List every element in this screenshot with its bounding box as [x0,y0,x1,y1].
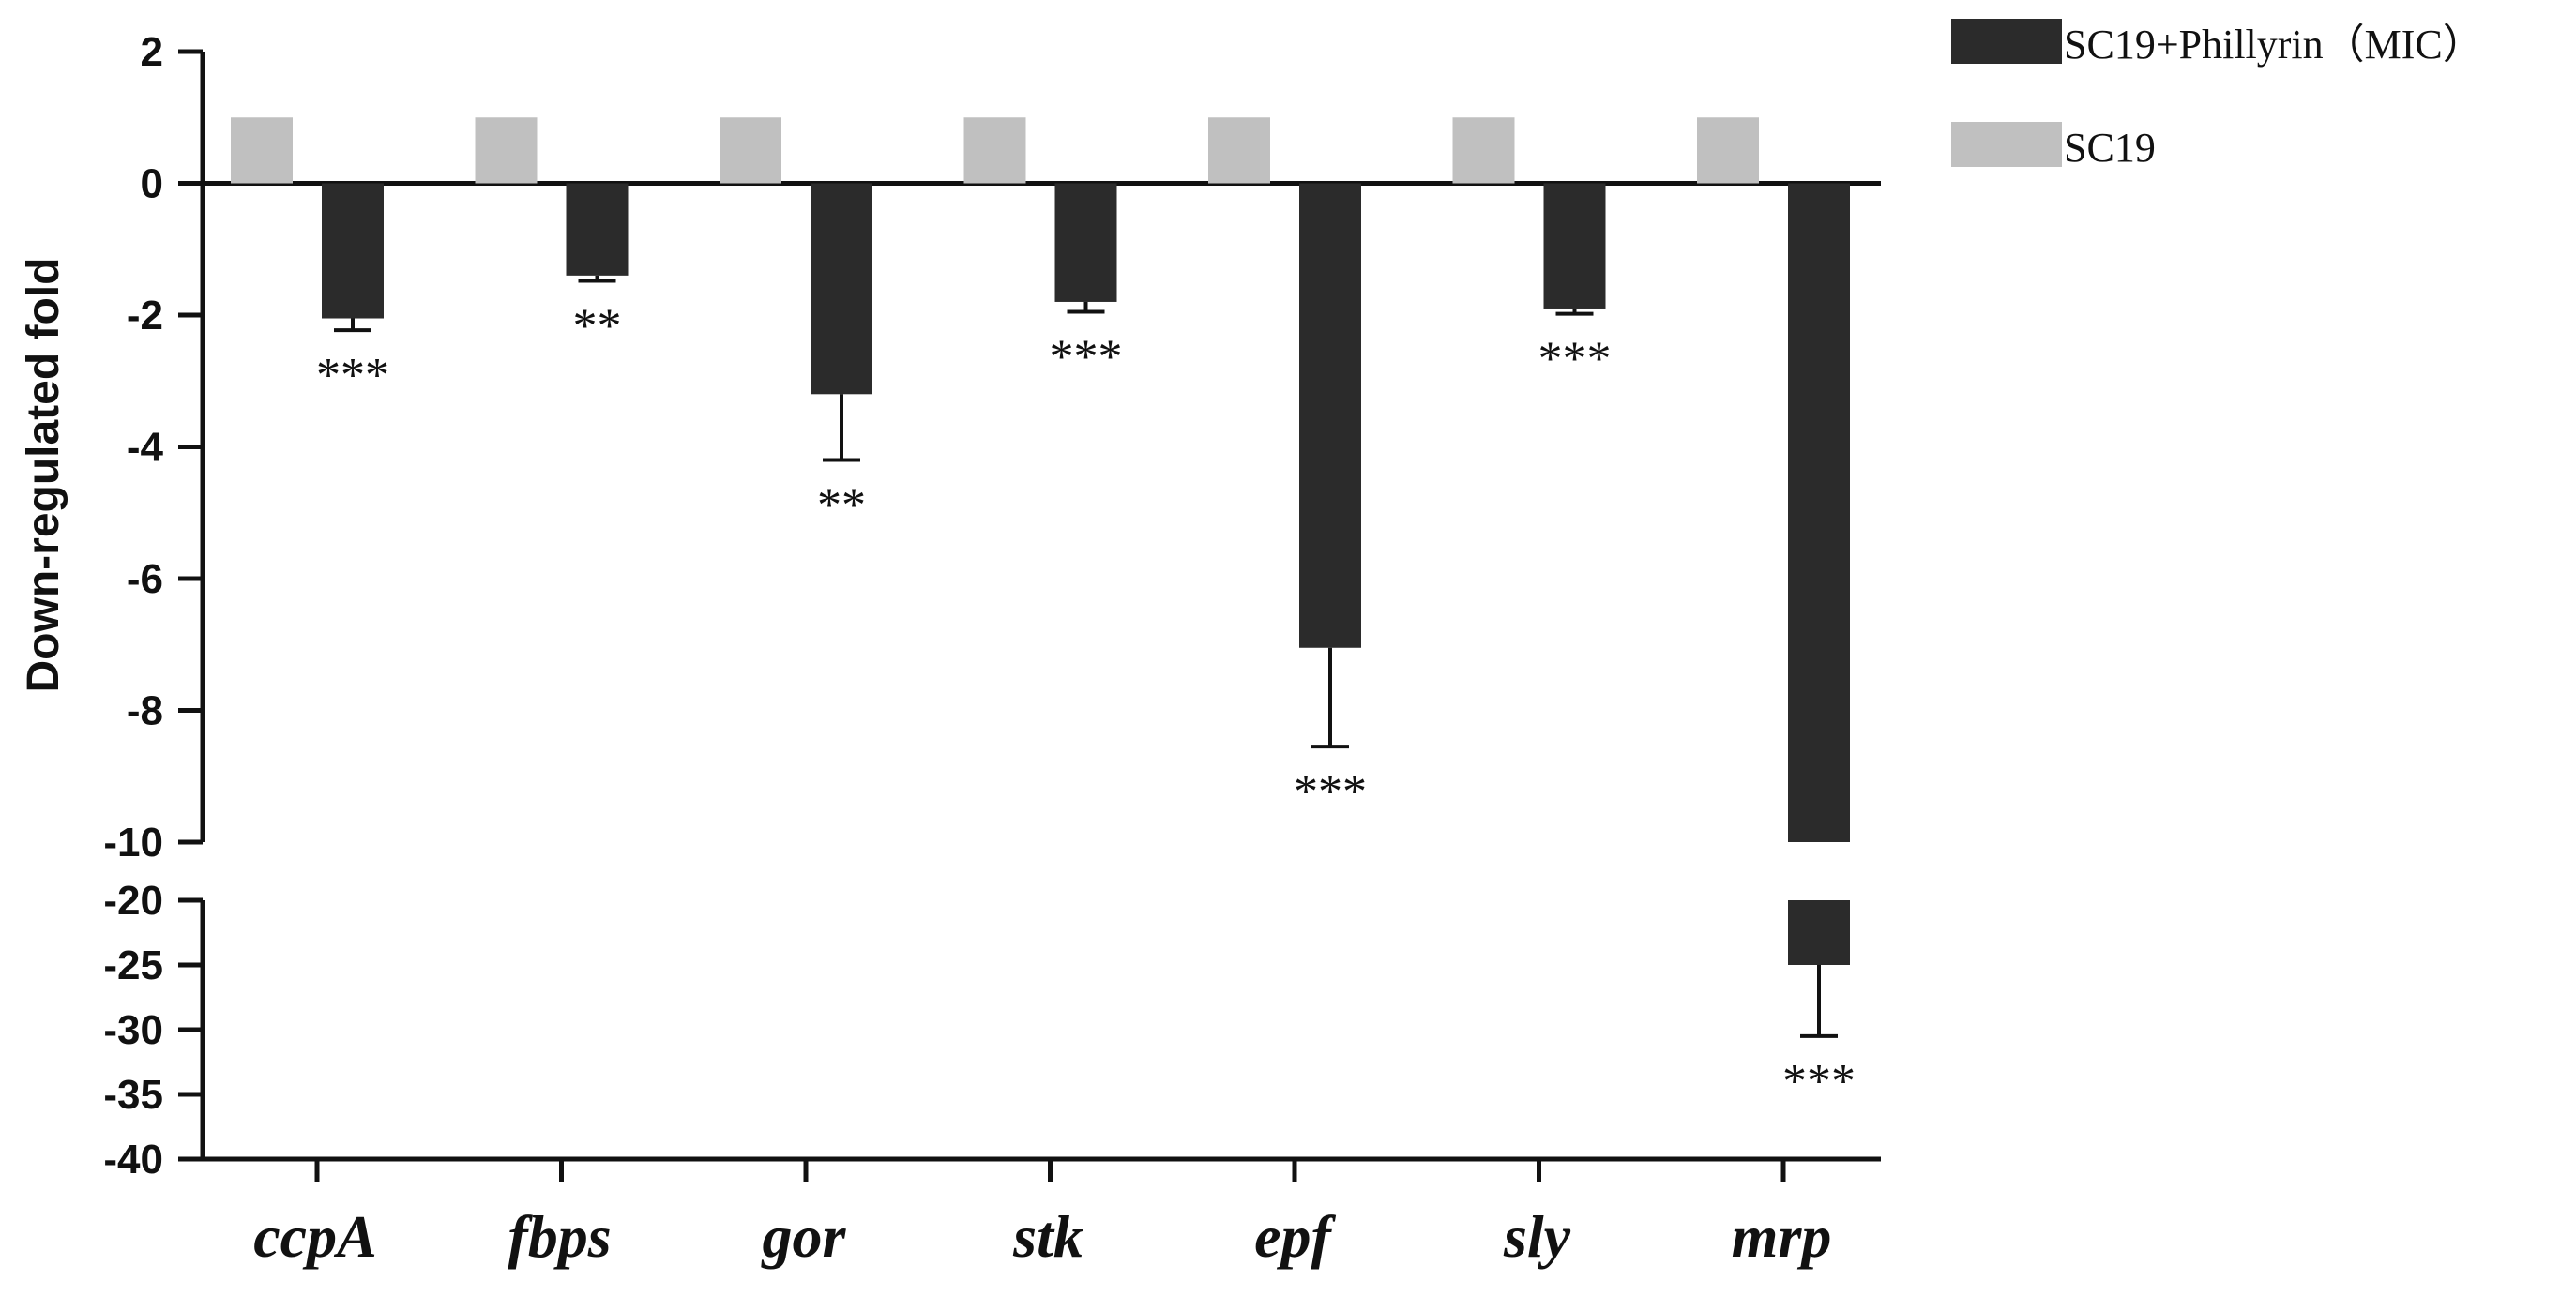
y-tick-label: 2 [141,29,163,75]
category-label-fbps: fbps [508,1203,611,1270]
y-tick-label: -6 [127,556,163,602]
significance-gor: ** [817,479,866,533]
category-label-ccpA: ccpA [253,1203,377,1270]
bar-sc19-fbps [475,117,538,184]
bar-treatment-ccpA [322,183,384,319]
bar-sc19-sly [1452,117,1515,184]
legend-swatch-sc19 [1951,122,2062,167]
y-tick-label: -10 [103,820,163,866]
significance-sly: *** [1538,333,1612,386]
y-tick-label: -2 [127,293,163,339]
y-tick-label: -8 [127,688,163,734]
bar-sc19-epf [1208,117,1270,184]
category-label-sly: sly [1503,1203,1571,1270]
y-tick-label: -35 [103,1072,163,1118]
bar-treatment-epf [1299,183,1361,648]
bar-treatment-gor [811,183,872,395]
y-axis-label: Down-regulated fold [19,258,68,693]
legend-swatch-treatment [1951,19,2062,64]
bar-treatment-stk [1054,183,1117,302]
y-tick-label: -40 [103,1137,163,1183]
category-label-stk: stk [1012,1203,1083,1270]
category-label-mrp: mrp [1732,1203,1832,1270]
y-tick-label: 0 [141,161,163,207]
bar-sc19-mrp [1697,117,1759,184]
significance-ccpA: *** [316,349,389,402]
category-label-epf: epf [1254,1203,1336,1270]
legend: SC19+Phillyrin（MIC） SC19 [1951,19,2484,171]
plot-area: 2 0 -2 -4 -6 -8 -10 -20 -25 -30 -35 -40 Down-regulat… [19,29,1881,1270]
y-tick-label: -30 [103,1007,163,1053]
bar-sc19-stk [963,117,1026,184]
category-label-gor: gor [761,1203,847,1270]
y-tick-label: -4 [127,425,164,471]
significance-epf: *** [1294,765,1367,819]
bar-treatment-fbps [566,183,629,276]
y-tick-label: -25 [103,942,163,988]
bar-treatment-mrp-lower [1788,900,1850,965]
significance-stk: *** [1050,330,1123,384]
y-tick-label: -20 [103,878,163,924]
bar-treatment-mrp-upper [1788,183,1850,842]
bar-sc19-gor [720,117,781,184]
significance-fbps: ** [573,299,622,353]
bar-sc19-ccpA [231,117,293,184]
legend-label-treatment: SC19+Phillyrin（MIC） [2064,22,2484,68]
legend-label-sc19: SC19 [2064,125,2156,171]
significance-mrp: *** [1782,1055,1856,1108]
bar-treatment-sly [1543,183,1606,309]
